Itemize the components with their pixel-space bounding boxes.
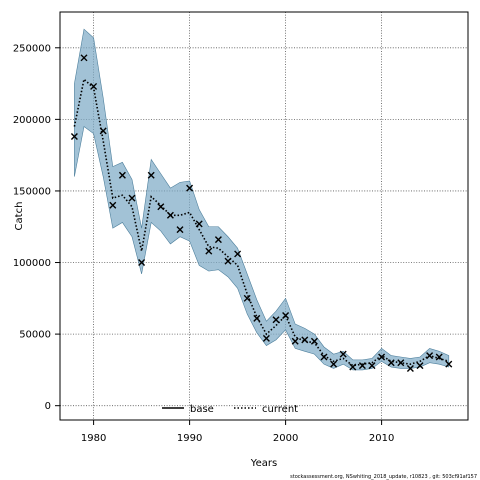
x-tick-label: 2010 xyxy=(369,433,394,444)
footnote: stockassessment.org, NSwhiting_2018_upda… xyxy=(290,474,477,480)
y-tick-label: 250000 xyxy=(13,43,51,54)
plot-frame xyxy=(59,11,469,421)
observed-point xyxy=(90,82,98,90)
observed-point xyxy=(166,211,174,219)
observed-point xyxy=(262,334,270,342)
observed-point xyxy=(272,316,280,324)
observed-point xyxy=(128,194,136,202)
observed-point xyxy=(368,362,376,370)
observed-point xyxy=(205,247,213,255)
observed-point xyxy=(282,311,290,319)
y-tick-label: 150000 xyxy=(13,186,51,197)
observed-points-layer xyxy=(70,54,453,372)
observed-point xyxy=(310,337,318,345)
observed-point xyxy=(387,359,395,367)
observed-point xyxy=(435,353,443,361)
observed-point xyxy=(243,294,251,302)
observed-point xyxy=(358,362,366,370)
y-tick-label: 100000 xyxy=(13,258,51,269)
y-axis-label: Catch xyxy=(14,202,25,231)
current-series-line xyxy=(73,77,450,367)
series-line-layer xyxy=(73,77,450,367)
observed-point xyxy=(406,364,414,372)
observed-point xyxy=(339,350,347,358)
x-tick-label: 1990 xyxy=(177,433,202,444)
y-tick-label: 200000 xyxy=(13,115,51,126)
observed-point xyxy=(224,257,232,265)
observed-point xyxy=(157,203,165,211)
confidence-band-layer xyxy=(74,28,450,371)
legend-current-label: current xyxy=(262,404,298,415)
observed-point xyxy=(320,353,328,361)
observed-point xyxy=(70,133,78,141)
confidence-band xyxy=(74,28,450,371)
observed-point xyxy=(99,127,107,135)
observed-point xyxy=(176,226,184,234)
observed-point xyxy=(186,184,194,192)
observed-point xyxy=(416,362,424,370)
observed-point xyxy=(253,314,261,322)
observed-point xyxy=(397,359,405,367)
observed-point xyxy=(291,337,299,345)
observed-point xyxy=(378,353,386,361)
observed-point xyxy=(80,54,88,62)
observed-point xyxy=(138,259,146,267)
observed-point xyxy=(195,220,203,228)
x-axis-label: Years xyxy=(250,458,277,469)
observed-point xyxy=(349,363,357,371)
legend-base-label: base xyxy=(190,404,214,415)
observed-point xyxy=(301,336,309,344)
y-tick-label: 50000 xyxy=(19,330,51,341)
x-tick-label: 1980 xyxy=(81,433,106,444)
observed-point xyxy=(234,250,242,258)
observed-point xyxy=(426,352,434,360)
x-tick-label: 2000 xyxy=(273,433,298,444)
observed-point xyxy=(109,201,117,209)
observed-point xyxy=(118,171,126,179)
observed-point xyxy=(445,360,453,368)
observed-point xyxy=(214,236,222,244)
observed-point xyxy=(147,171,155,179)
axis-ticks: 1980 1990 2000 2010 0 50000 100000 150000 200000… xyxy=(13,43,395,444)
y-tick-label: 0 xyxy=(45,401,51,412)
observed-point xyxy=(330,360,338,368)
legend: base current xyxy=(162,404,298,415)
